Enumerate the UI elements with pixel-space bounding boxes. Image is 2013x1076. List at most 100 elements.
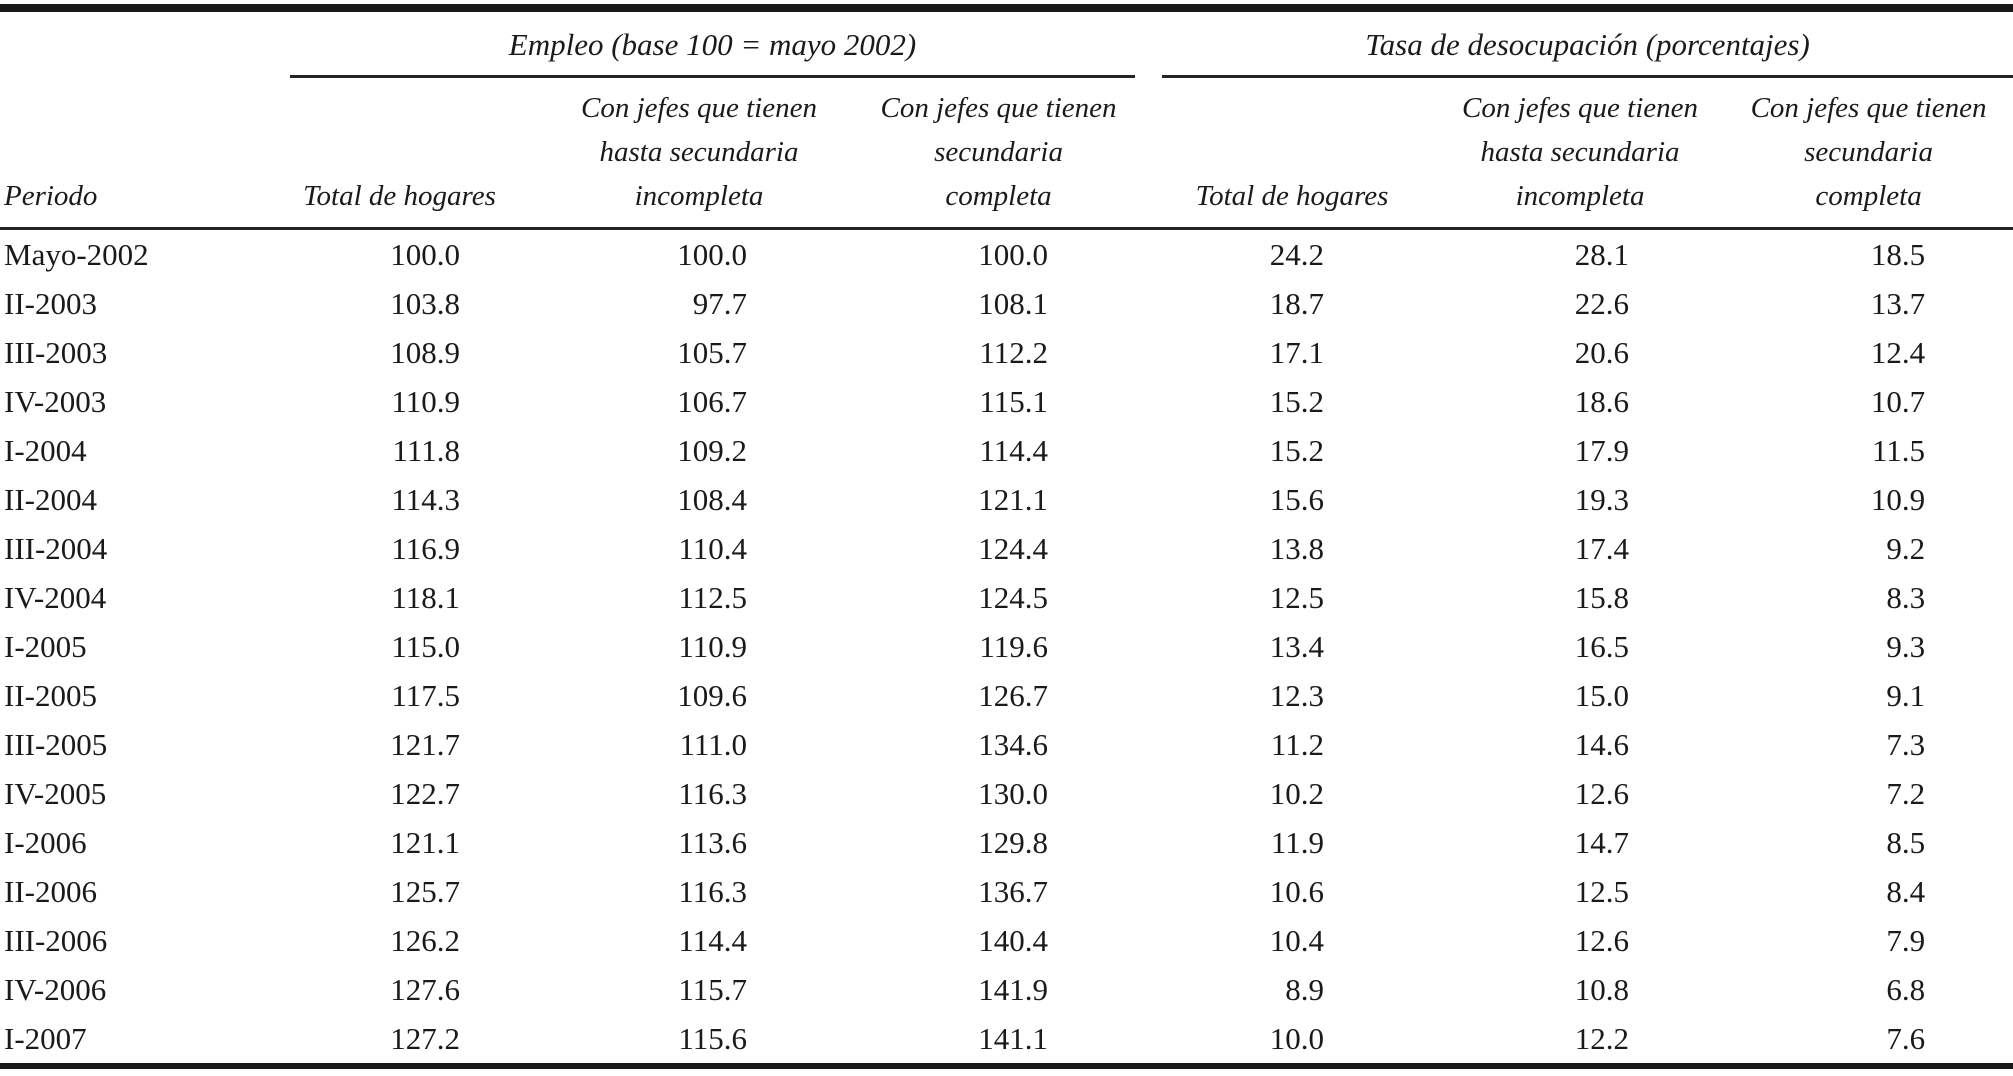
group-header-spacer <box>0 8 250 78</box>
period-cell: I-2004 <box>4 432 87 468</box>
value-cell: 8.9 <box>1285 971 1325 1007</box>
value-cell: 15.8 <box>1574 579 1630 615</box>
value-cell: 106.7 <box>677 383 747 419</box>
value-cell: 115.6 <box>678 1020 747 1056</box>
column-header-tasa-completa: Con jefes que tienen secundaria completa <box>1724 78 2013 230</box>
value-cell: 14.6 <box>1574 726 1630 762</box>
value-cell: 15.2 <box>1269 383 1325 419</box>
value-cell: 10.7 <box>1870 383 1926 419</box>
value-cell: 127.6 <box>390 971 460 1007</box>
value-cell: 15.0 <box>1574 677 1630 713</box>
value-cell: 130.0 <box>978 775 1049 811</box>
period-cell: IV-2004 <box>4 579 107 615</box>
value-cell: 12.4 <box>1870 334 1926 370</box>
value-cell: 112.5 <box>678 579 747 615</box>
group-header-row: Empleo (base 100 = mayo 2002) Tasa de de… <box>0 8 2013 78</box>
period-cell: I-2007 <box>4 1020 87 1056</box>
value-cell: 114.4 <box>979 432 1049 468</box>
value-cell: 12.5 <box>1574 873 1630 909</box>
value-cell: 20.6 <box>1574 334 1630 370</box>
period-cell: IV-2006 <box>4 971 107 1007</box>
value-cell: 126.7 <box>978 677 1049 713</box>
value-cell: 110.9 <box>391 383 460 419</box>
value-cell: 97.7 <box>692 285 747 321</box>
value-cell: 127.2 <box>390 1020 460 1056</box>
period-cell: II-2005 <box>4 677 97 713</box>
value-cell: 109.2 <box>677 432 747 468</box>
value-cell: 100.0 <box>677 236 747 272</box>
value-cell: 11.5 <box>1871 432 1926 468</box>
value-cell: 121.1 <box>978 481 1049 517</box>
value-cell: 105.7 <box>677 334 747 370</box>
value-cell: 116.3 <box>678 775 747 811</box>
period-cell: I-2005 <box>4 628 87 664</box>
period-cell: III-2004 <box>4 530 108 566</box>
value-cell: 11.2 <box>1270 726 1325 762</box>
value-cell: 111.8 <box>392 432 460 468</box>
value-cell: 117.5 <box>391 677 460 713</box>
value-cell: 15.6 <box>1269 481 1325 517</box>
table-row: IV-2005 122.7 116.3 130.0 10.2 12.6 7.2 <box>0 769 2013 818</box>
value-cell: 15.2 <box>1269 432 1325 468</box>
table-row: I-2006 121.1 113.6 129.8 11.9 14.7 8.5 <box>0 818 2013 867</box>
value-cell: 12.5 <box>1269 579 1325 615</box>
value-cell: 113.6 <box>678 824 747 860</box>
value-cell: 8.4 <box>1886 873 1926 909</box>
value-cell: 141.1 <box>978 1020 1049 1056</box>
value-cell: 24.2 <box>1269 236 1325 272</box>
table-row: II-2006 125.7 116.3 136.7 10.6 12.5 8.4 <box>0 867 2013 916</box>
value-cell: 115.1 <box>979 383 1049 419</box>
period-cell: II-2004 <box>4 481 97 517</box>
period-cell: IV-2003 <box>4 383 107 419</box>
value-cell: 8.3 <box>1886 579 1926 615</box>
value-cell: 14.7 <box>1574 824 1630 860</box>
table-row: IV-2006 127.6 115.7 141.9 8.9 10.8 6.8 <box>0 965 2013 1014</box>
table-row: III-2006 126.2 114.4 140.4 10.4 12.6 7.9 <box>0 916 2013 965</box>
period-cell: III-2003 <box>4 334 108 370</box>
value-cell: 103.8 <box>390 285 460 321</box>
value-cell: 121.1 <box>390 824 460 860</box>
value-cell: 22.6 <box>1574 285 1630 321</box>
value-cell: 109.6 <box>677 677 747 713</box>
column-header-periodo: Periodo <box>0 78 250 230</box>
value-cell: 17.9 <box>1574 432 1630 468</box>
value-cell: 126.2 <box>390 922 460 958</box>
value-cell: 10.8 <box>1574 971 1630 1007</box>
value-cell: 7.2 <box>1886 775 1926 811</box>
value-cell: 121.7 <box>390 726 460 762</box>
value-cell: 12.6 <box>1574 922 1630 958</box>
value-cell: 13.4 <box>1269 628 1325 664</box>
value-cell: 10.0 <box>1269 1020 1325 1056</box>
value-cell: 16.5 <box>1574 628 1630 664</box>
value-cell: 8.5 <box>1886 824 1926 860</box>
value-cell: 7.3 <box>1886 726 1926 762</box>
value-cell: 111.0 <box>679 726 747 762</box>
value-cell: 9.3 <box>1886 628 1926 664</box>
value-cell: 10.9 <box>1870 481 1926 517</box>
period-cell: III-2006 <box>4 922 108 958</box>
value-cell: 17.4 <box>1574 530 1630 566</box>
group-header-empleo: Empleo (base 100 = mayo 2002) <box>250 8 1148 78</box>
table-row: II-2005 117.5 109.6 126.7 12.3 15.0 9.1 <box>0 671 2013 720</box>
value-cell: 115.0 <box>391 628 460 664</box>
value-cell: 134.6 <box>978 726 1049 762</box>
value-cell: 115.7 <box>678 971 747 1007</box>
value-cell: 112.2 <box>979 334 1049 370</box>
value-cell: 10.6 <box>1269 873 1325 909</box>
value-cell: 7.9 <box>1886 922 1926 958</box>
value-cell: 122.7 <box>390 775 460 811</box>
period-cell: I-2006 <box>4 824 87 860</box>
value-cell: 108.1 <box>978 285 1049 321</box>
value-cell: 108.4 <box>677 481 747 517</box>
value-cell: 28.1 <box>1574 236 1630 272</box>
group-title-empleo: Empleo (base 100 = mayo 2002) <box>290 12 1136 78</box>
value-cell: 11.9 <box>1270 824 1325 860</box>
value-cell: 124.4 <box>978 530 1049 566</box>
value-cell: 110.4 <box>678 530 747 566</box>
column-header-empleo-completa: Con jefes que tienen secundaria completa <box>849 78 1149 230</box>
table-row: IV-2004 118.1 112.5 124.5 12.5 15.8 8.3 <box>0 573 2013 622</box>
table-row: III-2003 108.9 105.7 112.2 17.1 20.6 12.… <box>0 328 2013 377</box>
column-header-tasa-total: Total de hogares <box>1148 78 1437 230</box>
value-cell: 18.7 <box>1269 285 1325 321</box>
period-cell: III-2005 <box>4 726 108 762</box>
